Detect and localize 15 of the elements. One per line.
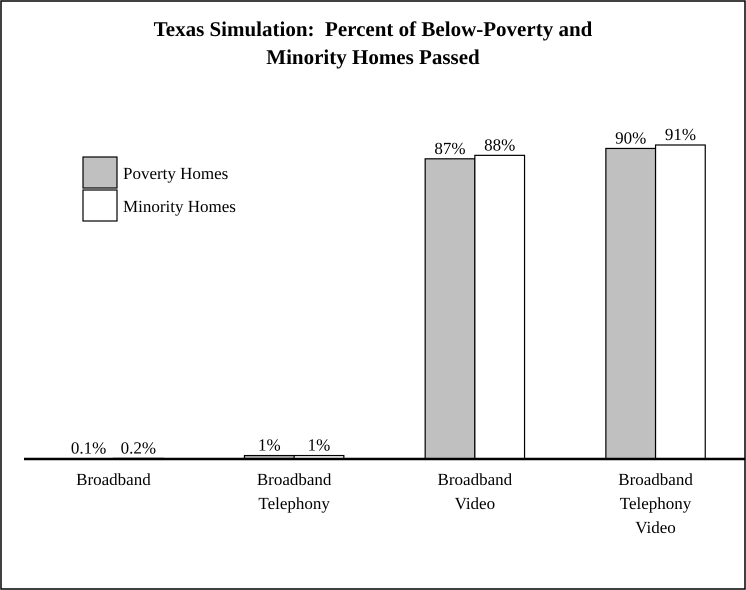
data-label: 91%: [664, 125, 696, 144]
legend-label: Minority Homes: [123, 197, 236, 216]
legend-label: Poverty Homes: [123, 164, 228, 183]
data-label: 0.1%: [70, 438, 106, 458]
x-tick-label: Broadband Video: [438, 470, 513, 513]
data-label: 1%: [258, 436, 281, 455]
x-tick-label: Broadband Telephony Video: [618, 470, 694, 537]
chart-title: Texas Simulation: Percent of Below-Poverty and Minority Homes Passed: [154, 17, 593, 69]
x-tick-label: Broadband Telephony: [256, 470, 332, 513]
data-label: 1%: [308, 436, 330, 455]
data-label: 87%: [434, 138, 466, 158]
data-label: 0.2%: [120, 438, 156, 458]
x-tick-label: Broadband: [76, 470, 152, 489]
data-label: 88%: [484, 135, 516, 154]
data-label: 90%: [615, 128, 646, 148]
